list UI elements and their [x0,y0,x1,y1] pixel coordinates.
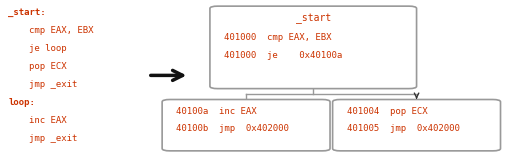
FancyBboxPatch shape [162,100,330,151]
Text: inc EAX: inc EAX [29,116,67,125]
Text: 401004  pop ECX: 401004 pop ECX [347,106,427,116]
Text: 40100b  jmp  0x402000: 40100b jmp 0x402000 [176,124,289,133]
Text: _start: _start [296,13,331,24]
Text: 401000  cmp EAX, EBX: 401000 cmp EAX, EBX [224,33,332,42]
Text: jmp _exit: jmp _exit [29,134,78,143]
Text: je loop: je loop [29,44,67,53]
Text: jmp _exit: jmp _exit [29,80,78,89]
Text: 401005  jmp  0x402000: 401005 jmp 0x402000 [347,124,459,133]
FancyBboxPatch shape [333,100,500,151]
Text: 40100a  inc EAX: 40100a inc EAX [176,106,257,116]
Text: cmp EAX, EBX: cmp EAX, EBX [29,26,94,35]
Text: pop ECX: pop ECX [29,62,67,71]
Text: _start:: _start: [8,8,46,17]
Text: loop:: loop: [8,98,35,107]
Text: 401000  je    0x40100a: 401000 je 0x40100a [224,51,342,60]
FancyBboxPatch shape [210,6,416,89]
